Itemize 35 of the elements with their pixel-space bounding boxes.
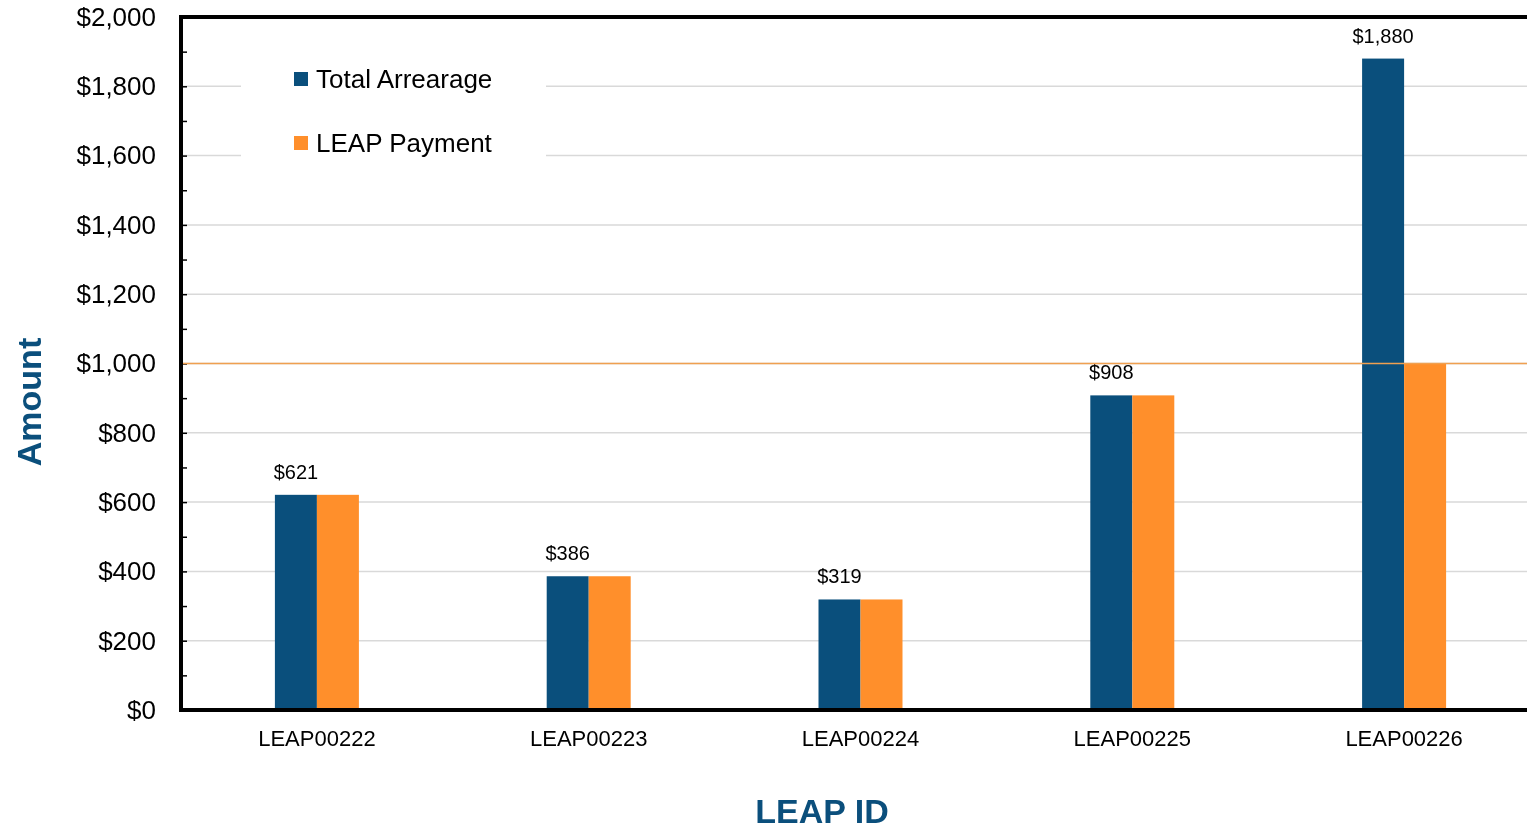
y-tick-label: $1,000: [76, 348, 156, 379]
x-tick-label: LEAP00222: [258, 725, 376, 751]
y-tick-label: $1,400: [76, 209, 156, 240]
y-tick-label: $0: [127, 694, 156, 725]
y-tick-label: $200: [98, 625, 156, 656]
y-tick-label: $1,800: [76, 71, 156, 102]
bar: [860, 599, 903, 710]
bar: [588, 576, 631, 710]
bar: [1132, 395, 1175, 710]
x-axis-title: LEAP ID: [755, 792, 889, 828]
data-label: $386: [545, 542, 590, 565]
bar: [1362, 58, 1405, 710]
data-label: $319: [817, 565, 862, 588]
legend-label: Total Arrearage: [316, 64, 493, 94]
y-tick-label: $400: [98, 556, 156, 587]
bar: [1404, 363, 1447, 710]
data-label: $1,880: [1352, 24, 1414, 47]
x-tick-label: LEAP00225: [1073, 725, 1192, 751]
y-tick-label: $1,200: [76, 279, 156, 310]
y-tick-label: $800: [98, 417, 156, 448]
x-tick-label: LEAP00224: [801, 725, 920, 751]
bar: [546, 576, 589, 710]
x-tick-label: LEAP00226: [1345, 725, 1463, 751]
x-tick-label: LEAP00223: [529, 725, 648, 751]
y-tick-label: $1,600: [76, 140, 156, 171]
data-label: $621: [273, 460, 319, 483]
y-tick-label: $600: [98, 486, 156, 517]
bar: [818, 599, 861, 710]
y-tick-label: $2,000: [76, 1, 156, 32]
data-label: $908: [1089, 361, 1134, 384]
bar: [1090, 395, 1133, 710]
bar: [274, 494, 317, 710]
legend-label: LEAP Payment: [316, 128, 493, 158]
y-axis-title: Amount: [10, 337, 48, 467]
bar: [316, 494, 359, 710]
